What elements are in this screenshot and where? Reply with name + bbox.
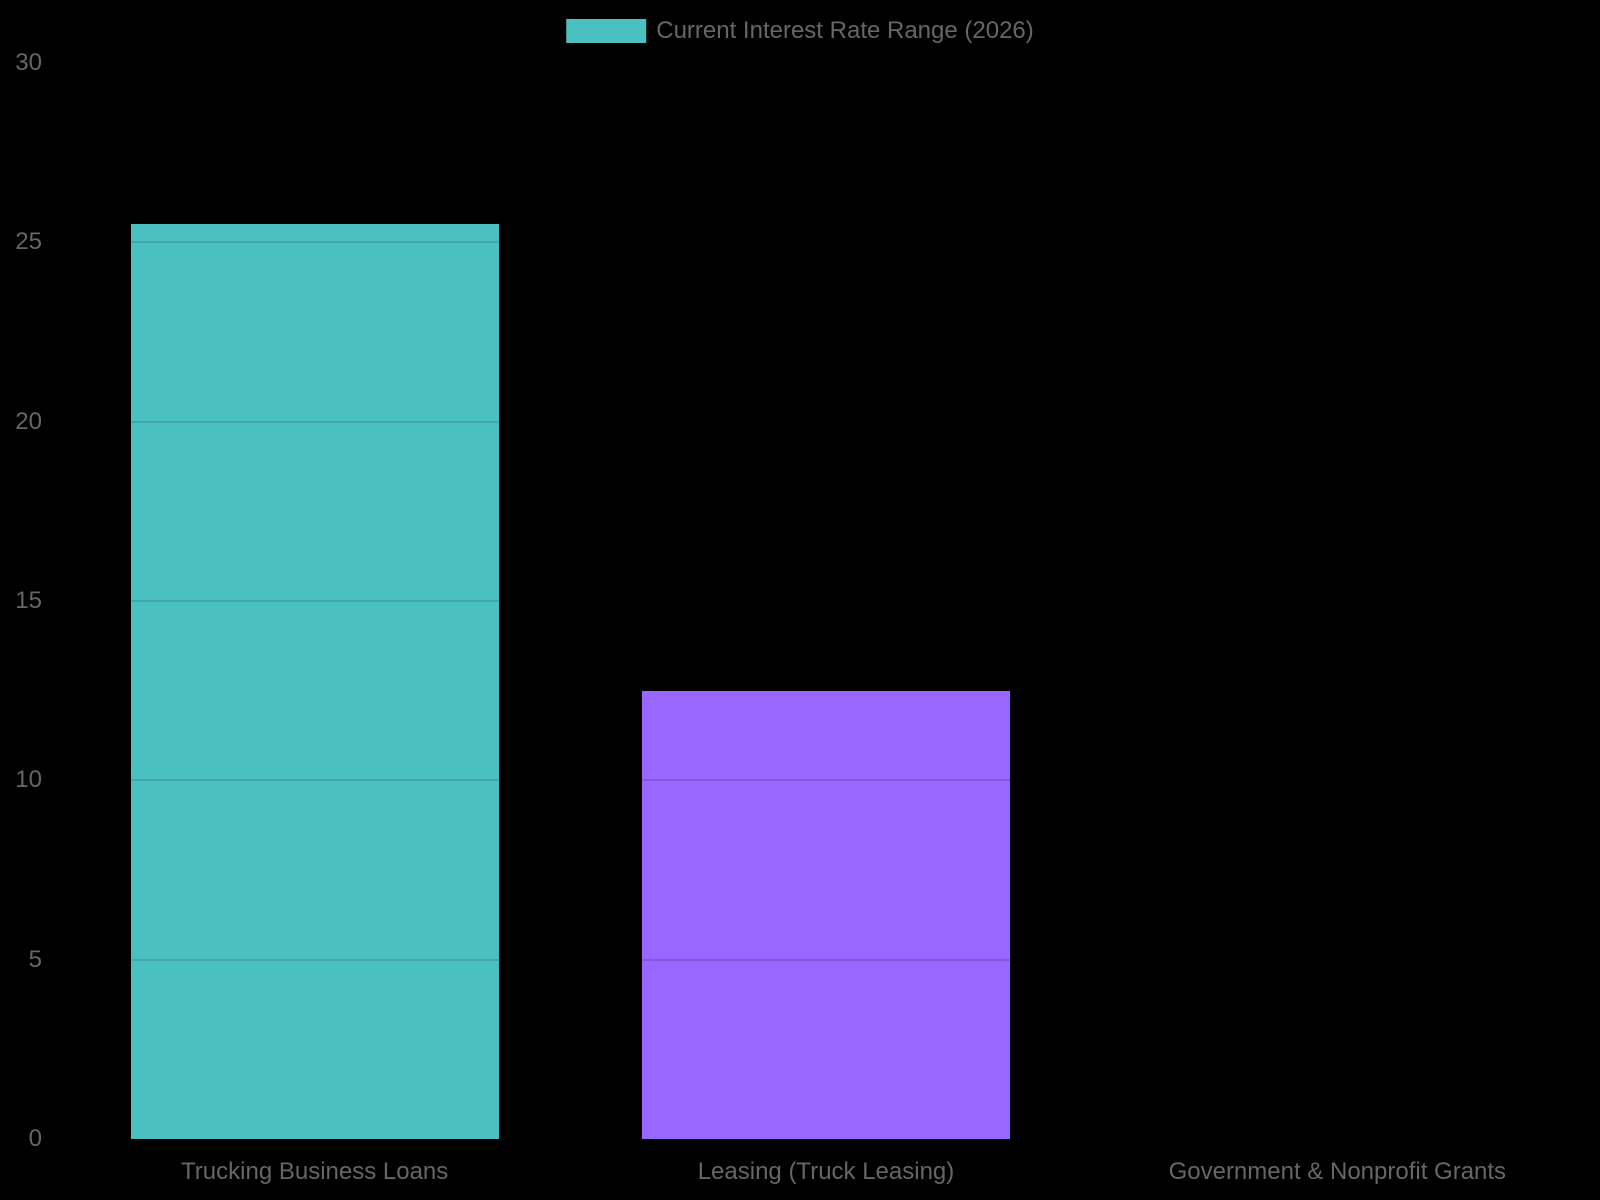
gridline-15 [59,600,1593,602]
y-tick-label-25: 25 [15,228,42,256]
legend-label: Current Interest Rate Range (2026) [656,17,1034,44]
legend-swatch [566,19,647,43]
bar-trucking-business-loans[interactable] [130,224,499,1139]
gridline-30 [59,62,1593,64]
y-tick-label-5: 5 [28,945,42,973]
gridline-5 [59,958,1593,961]
y-tick-label-30: 30 [15,49,42,76]
gridline-10 [59,779,1593,782]
gridline-25 [59,241,1593,244]
y-tick-label-20: 20 [15,407,42,435]
gridline-20 [59,420,1593,423]
y-tick-label-15: 15 [15,587,42,614]
x-tick-label-trucking-business-loans: Trucking Business Loans [181,1158,449,1185]
x-tick-label-government-nonprofit-grants: Government & Nonprofit Grants [1168,1158,1507,1185]
y-tick-label-0: 0 [28,1125,42,1152]
x-tick-label-leasing-truck-leasing: Leasing (Truck Leasing) [697,1158,955,1185]
bar-leasing-truck-leasing[interactable] [642,690,1010,1139]
legend-item[interactable]: Current Interest Rate Range (2026) [566,19,1034,43]
y-tick-label-10: 10 [15,766,42,794]
